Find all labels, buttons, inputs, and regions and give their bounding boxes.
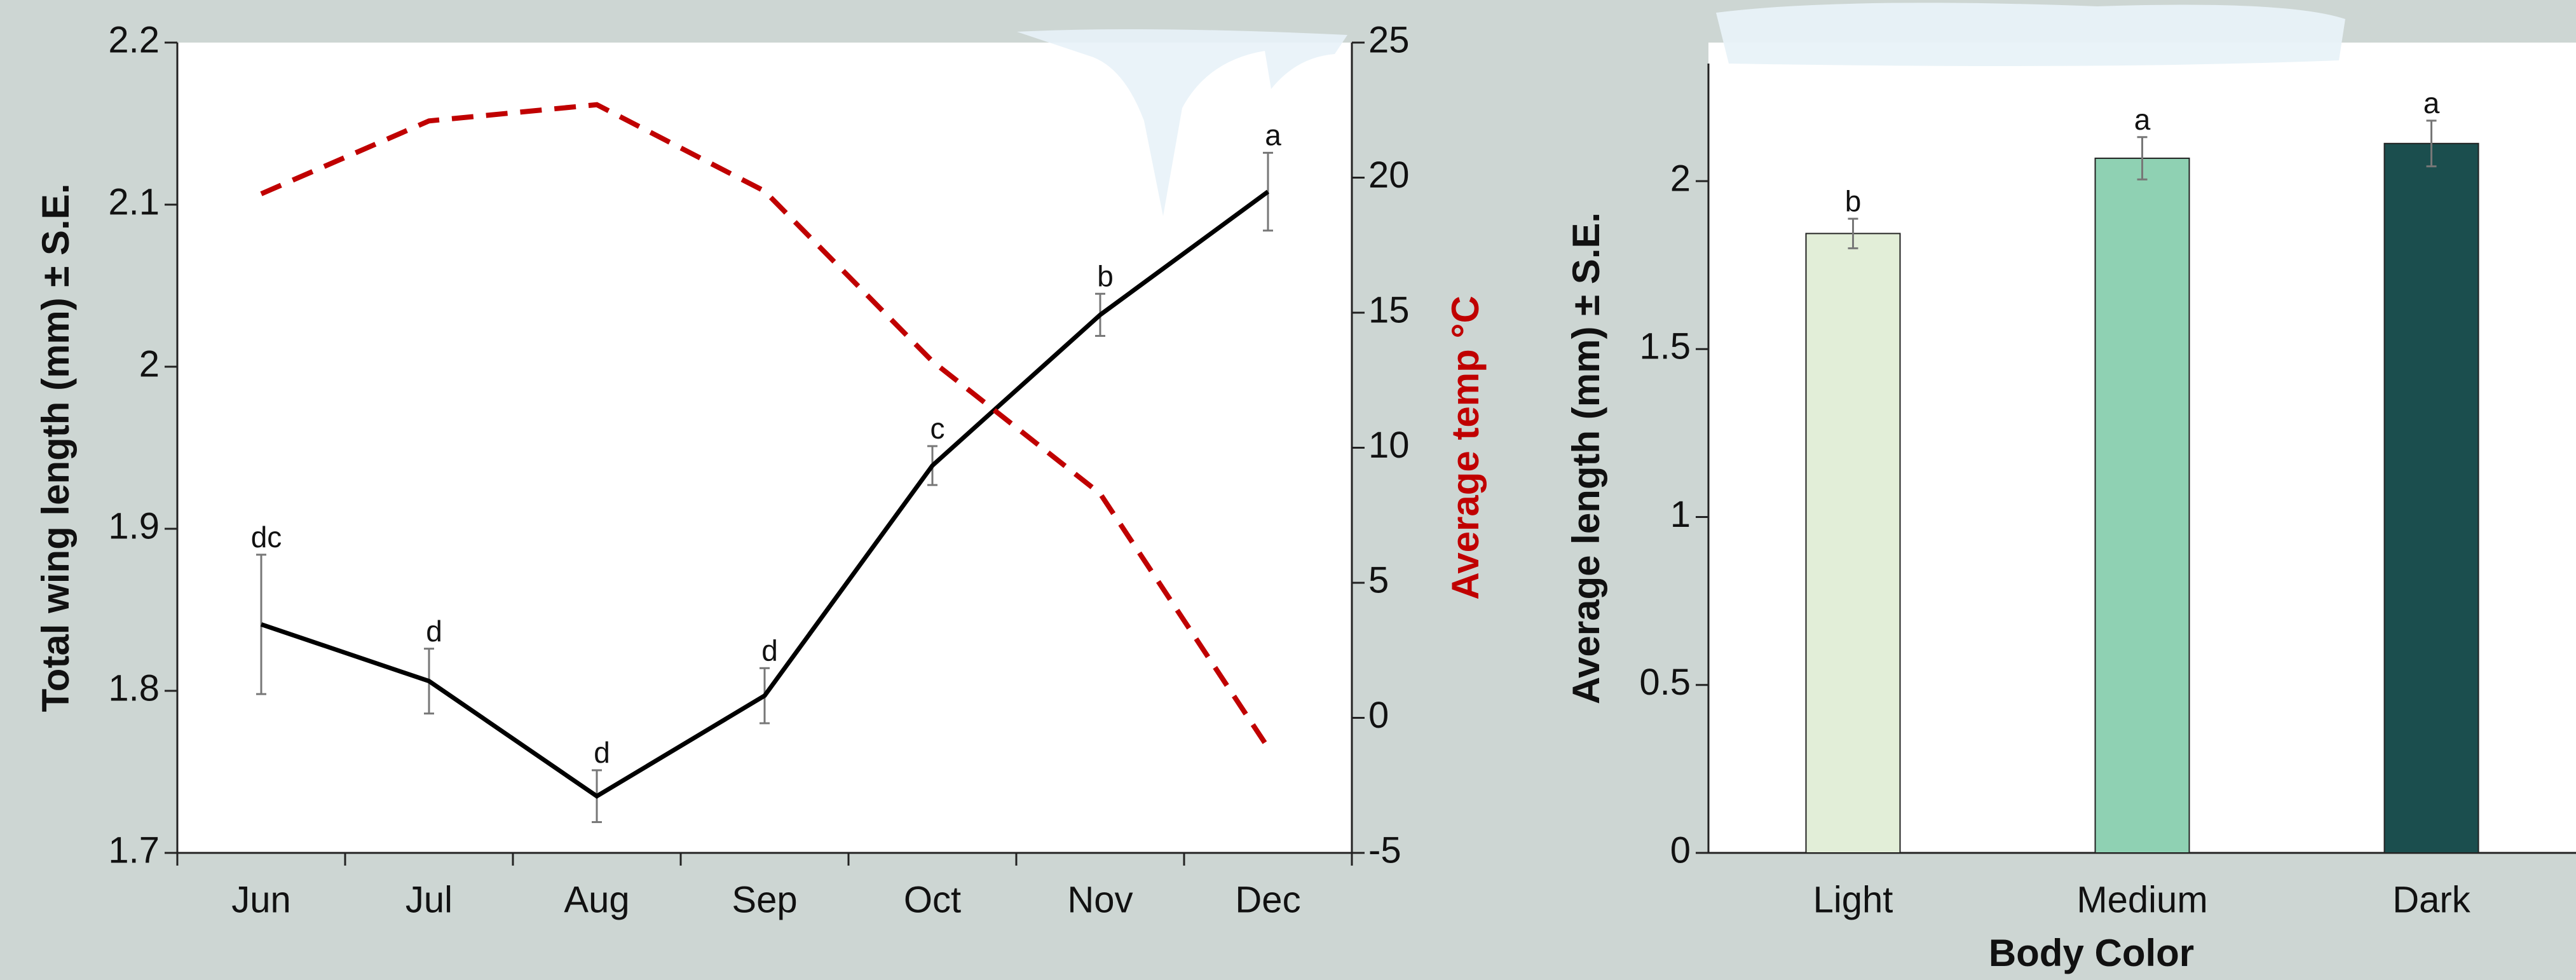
bar xyxy=(2096,158,2190,853)
y-tick-label: 1.8 xyxy=(108,667,160,709)
y-tick-label: 2.2 xyxy=(108,19,160,60)
significance-letter: d xyxy=(426,615,442,648)
y-tick-label: 20 xyxy=(1368,154,1410,196)
bar xyxy=(2385,144,2479,853)
x-tick-label: Jul xyxy=(405,879,453,920)
significance-letter: a xyxy=(2423,86,2440,119)
y-tick-label: 0 xyxy=(1670,829,1691,871)
x-tick-label: Medium xyxy=(2076,879,2207,920)
chart: 1.71.81.922.12.2-50510152025JunJulAugSep… xyxy=(0,0,2576,980)
significance-letter: b xyxy=(1097,259,1114,292)
x-tick-label: Sep xyxy=(732,879,797,920)
y-tick-label: 25 xyxy=(1368,19,1410,60)
y-tick-label: 15 xyxy=(1368,289,1410,330)
significance-letter: dc xyxy=(251,521,282,554)
bar xyxy=(1806,233,1900,853)
significance-letter: a xyxy=(1265,119,1281,152)
y-tick-label: 1.7 xyxy=(108,829,160,871)
x-axis-label: Body Color xyxy=(1989,932,2194,974)
y-tick-label: 0 xyxy=(1368,695,1389,736)
significance-letter: b xyxy=(1845,184,1862,217)
significance-letter: a xyxy=(2134,103,2151,136)
x-tick-label: Dec xyxy=(1235,879,1300,920)
y-tick-label: -5 xyxy=(1368,829,1401,871)
x-tick-label: Nov xyxy=(1067,879,1133,920)
x-tick-label: Dark xyxy=(2392,879,2470,920)
y-tick-label: 1.9 xyxy=(108,505,160,547)
significance-letter: d xyxy=(594,736,610,769)
y-tick-label: 2 xyxy=(139,343,160,385)
x-tick-label: Light xyxy=(1813,879,1893,920)
x-tick-label: Aug xyxy=(564,879,629,920)
significance-letter: c xyxy=(930,412,945,445)
y-axis-label: Average length (mm) ± S.E. xyxy=(1565,212,1607,704)
x-tick-label: Jun xyxy=(231,879,291,920)
y-tick-label: 2.1 xyxy=(108,181,160,222)
y2-axis-label: Average temp °C xyxy=(1444,296,1487,600)
x-tick-label: Oct xyxy=(904,879,961,920)
significance-letter: d xyxy=(761,634,778,667)
plot-area xyxy=(177,43,1352,853)
page: {"chart_data": [ {"type": "line", "categ… xyxy=(0,0,2576,980)
y-axis-label: Total wing length (mm) ± S.E. xyxy=(34,184,77,712)
y-tick-label: 5 xyxy=(1368,559,1389,601)
y-tick-label: 1.5 xyxy=(1639,326,1691,367)
snow-decoration xyxy=(1716,3,2345,66)
y-tick-label: 2 xyxy=(1670,158,1691,199)
y-tick-label: 1 xyxy=(1670,494,1691,535)
y-tick-label: 10 xyxy=(1368,425,1410,466)
y-tick-label: 0.5 xyxy=(1639,662,1691,703)
